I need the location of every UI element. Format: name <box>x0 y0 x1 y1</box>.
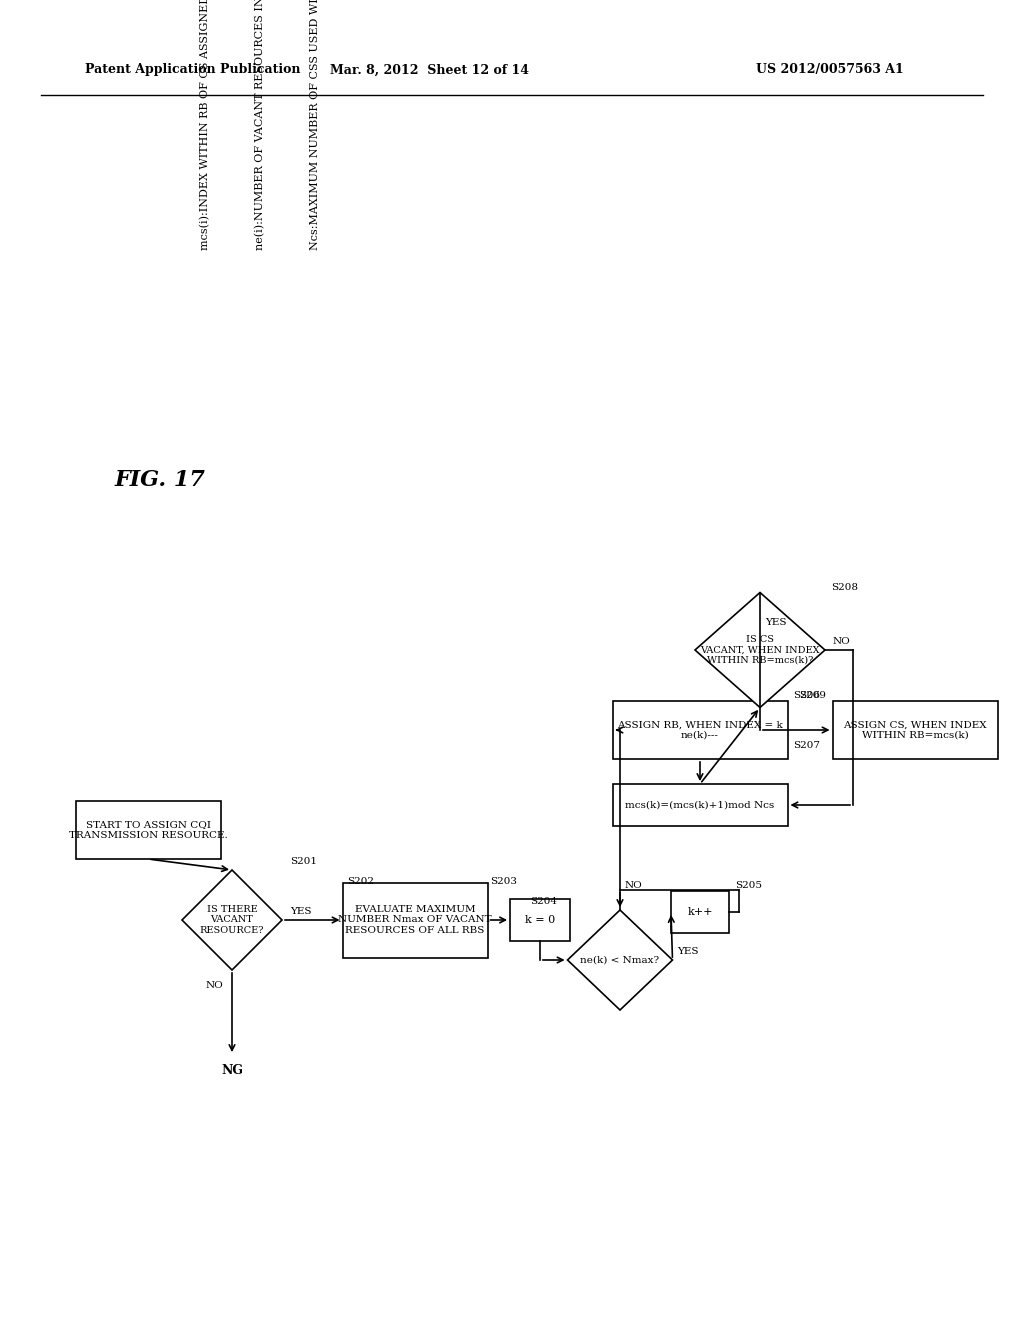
Polygon shape <box>567 909 673 1010</box>
Bar <box>76 801 220 859</box>
Polygon shape <box>182 870 282 970</box>
Text: NO: NO <box>833 638 851 647</box>
Text: YES: YES <box>290 908 311 916</box>
Bar <box>833 701 997 759</box>
Text: US 2012/0057563 A1: US 2012/0057563 A1 <box>756 63 904 77</box>
Text: S208: S208 <box>831 583 858 591</box>
Text: FIG. 17: FIG. 17 <box>115 469 206 491</box>
Text: ne(i):NUMBER OF VACANT RESOURCES IN RB, WHEN INDEX=i: ne(i):NUMBER OF VACANT RESOURCES IN RB, … <box>255 0 265 249</box>
Text: Mar. 8, 2012  Sheet 12 of 14: Mar. 8, 2012 Sheet 12 of 14 <box>331 63 529 77</box>
Bar <box>612 784 787 826</box>
Text: mcs(i):INDEX WITHIN RB OF CS ASSIGNED LAST IN RB, WHEN INDEX=i: mcs(i):INDEX WITHIN RB OF CS ASSIGNED LA… <box>200 0 210 249</box>
Text: S209: S209 <box>800 692 826 701</box>
Text: START TO ASSIGN CQI
TRANSMISSION RESOURCE.: START TO ASSIGN CQI TRANSMISSION RESOURC… <box>69 820 227 840</box>
Text: mcs(k)=(mcs(k)+1)mod Ncs: mcs(k)=(mcs(k)+1)mod Ncs <box>626 800 774 809</box>
Text: S203: S203 <box>490 878 517 887</box>
Text: NO: NO <box>205 981 223 990</box>
Polygon shape <box>695 593 825 708</box>
Text: Patent Application Publication: Patent Application Publication <box>85 63 300 77</box>
Bar <box>510 899 570 941</box>
Text: Ncs:MAXIMUM NUMBER OF CSS USED WITHIN 1 RB: Ncs:MAXIMUM NUMBER OF CSS USED WITHIN 1 … <box>310 0 319 249</box>
Text: IS THERE
VACANT
RESOURCE?: IS THERE VACANT RESOURCE? <box>200 906 264 935</box>
Text: S206: S206 <box>794 692 820 701</box>
Bar <box>671 891 729 933</box>
Text: S207: S207 <box>794 741 820 750</box>
Text: k = 0: k = 0 <box>525 915 555 925</box>
Text: YES: YES <box>765 618 786 627</box>
Text: S202: S202 <box>347 878 374 887</box>
Text: S204: S204 <box>530 898 557 907</box>
Text: NG: NG <box>221 1064 243 1077</box>
Text: S205: S205 <box>735 880 762 890</box>
Text: S201: S201 <box>290 858 317 866</box>
Text: ne(k) < Nmax?: ne(k) < Nmax? <box>581 956 659 965</box>
Text: ASSIGN CS, WHEN INDEX
WITHIN RB=mcs(k): ASSIGN CS, WHEN INDEX WITHIN RB=mcs(k) <box>843 721 987 739</box>
Text: EVALUATE MAXIMUM
NUMBER Nmax OF VACANT
RESOURCES OF ALL RBS: EVALUATE MAXIMUM NUMBER Nmax OF VACANT R… <box>338 906 492 935</box>
Text: ASSIGN RB, WHEN INDEX = k
ne(k)---: ASSIGN RB, WHEN INDEX = k ne(k)--- <box>617 721 783 739</box>
Text: YES: YES <box>678 948 699 957</box>
Bar <box>612 701 787 759</box>
Text: k++: k++ <box>687 907 713 917</box>
Text: IS CS
VACANT, WHEN INDEX
WITHIN RB=mcs(k)?: IS CS VACANT, WHEN INDEX WITHIN RB=mcs(k… <box>700 635 820 665</box>
Text: NO: NO <box>625 880 643 890</box>
Bar <box>342 883 487 957</box>
